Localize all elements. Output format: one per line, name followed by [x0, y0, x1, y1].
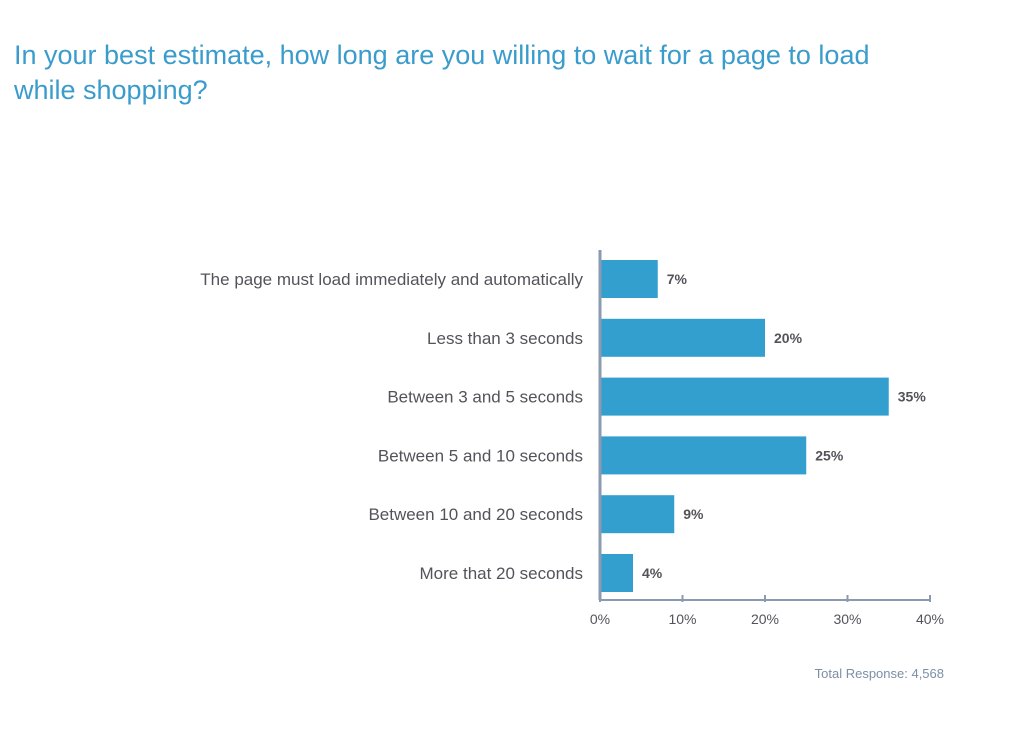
bar	[600, 318, 765, 357]
x-tick-label: 10%	[668, 611, 696, 627]
x-axis: 0% 10% 20% 30% 40%	[590, 250, 944, 627]
category-label: Between 10 and 20 seconds	[368, 505, 583, 524]
x-tick-label: 20%	[751, 611, 779, 627]
category-label: Between 3 and 5 seconds	[387, 388, 583, 407]
x-tick-label: 30%	[833, 611, 861, 627]
chart-title: In your best estimate, how long are you …	[14, 40, 870, 105]
value-label: 35%	[898, 389, 927, 405]
category-label: Less than 3 seconds	[427, 329, 583, 348]
x-tick-label: 40%	[916, 611, 944, 627]
bar	[600, 377, 889, 416]
bar	[600, 260, 658, 298]
bar	[600, 436, 807, 475]
bar	[600, 495, 675, 534]
category-label: More that 20 seconds	[420, 564, 583, 583]
total-response-note: Total Response: 4,568	[814, 666, 944, 681]
value-label: 4%	[642, 565, 663, 581]
value-label: 9%	[683, 506, 704, 522]
value-label: 20%	[774, 330, 803, 346]
x-tick-label: 0%	[590, 611, 610, 627]
value-label: 25%	[815, 447, 844, 463]
bar	[600, 554, 633, 592]
value-label: 7%	[667, 271, 688, 287]
bars-group: The page must load immediately and autom…	[200, 260, 926, 592]
category-label: Between 5 and 10 seconds	[378, 446, 583, 465]
category-label: The page must load immediately and autom…	[200, 270, 583, 289]
